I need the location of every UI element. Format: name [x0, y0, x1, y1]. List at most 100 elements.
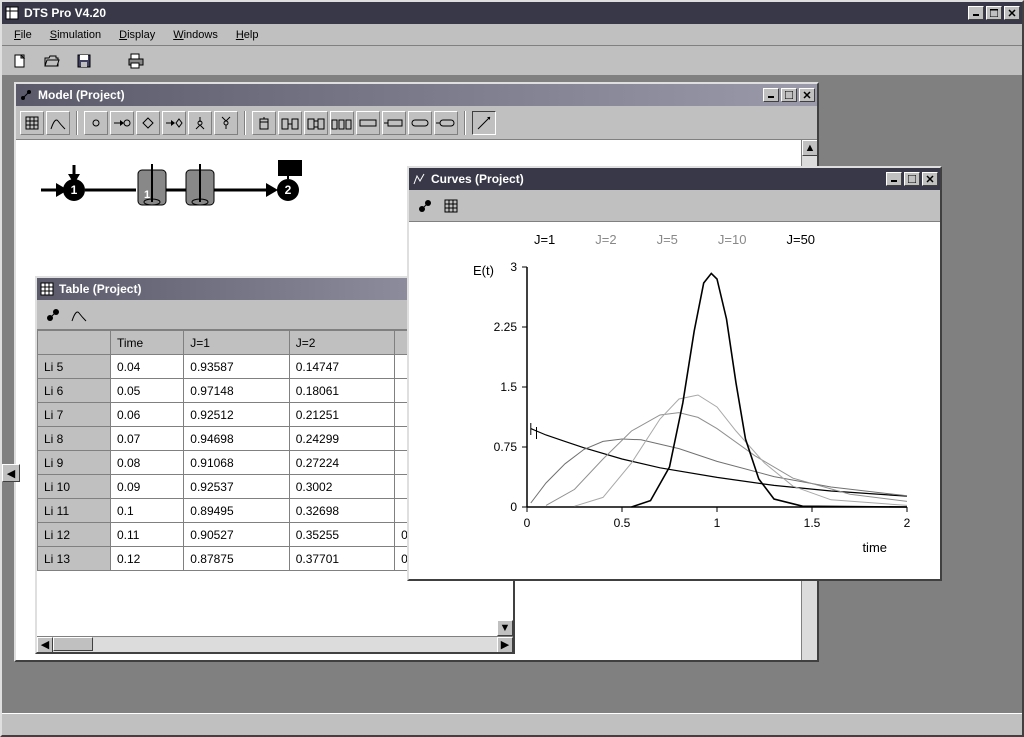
table-cell: 0.92537 — [184, 475, 289, 499]
mdi-workspace: Model (Project) — [2, 76, 1022, 713]
print-button[interactable] — [124, 49, 148, 73]
table-cell: 0.32698 — [289, 499, 394, 523]
minimize-button[interactable] — [968, 6, 984, 20]
table-cell: Li 11 — [38, 499, 111, 523]
table-curve-button[interactable] — [67, 303, 91, 327]
maximize-button[interactable] — [986, 6, 1002, 20]
scroll-up-button[interactable]: ▲ — [802, 140, 817, 156]
curves-model-button[interactable] — [413, 194, 437, 218]
table-cell: 0.90527 — [184, 523, 289, 547]
curves-table-button[interactable] — [439, 194, 463, 218]
curves-minimize-button[interactable] — [886, 172, 902, 186]
rect-arrow-button[interactable] — [382, 111, 406, 135]
svg-text:2.25: 2.25 — [494, 320, 518, 334]
chart-area: 00.751.52.25300.511.52E(t)time — [409, 253, 940, 579]
model-icon — [18, 87, 34, 103]
curves-maximize-button[interactable] — [904, 172, 920, 186]
hscroll-right-button[interactable]: ▶ — [497, 637, 513, 653]
node-circle-button[interactable] — [84, 111, 108, 135]
menu-file[interactable]: File — [6, 27, 40, 43]
table-cell: 0.24299 — [289, 427, 394, 451]
table-hscroll[interactable]: ◀ ▶ — [37, 636, 513, 652]
model-minimize-button[interactable] — [763, 88, 779, 102]
block-a-button[interactable] — [252, 111, 276, 135]
curves-legend: J=1 J=2 J=5 J=10 J=50 — [409, 222, 940, 253]
table-cell: 0.07 — [110, 427, 183, 451]
table-cell: 0.08 — [110, 451, 183, 475]
zoom-fit-button[interactable] — [472, 111, 496, 135]
hscroll-left-button[interactable]: ◀ — [37, 637, 53, 653]
svg-text:3: 3 — [510, 260, 517, 274]
table-cell: 0.1 — [110, 499, 183, 523]
model-close-button[interactable] — [799, 88, 815, 102]
table-cell: 0.97148 — [184, 379, 289, 403]
menu-display[interactable]: Display — [111, 27, 163, 43]
open-button[interactable] — [40, 49, 64, 73]
grid-tool-button[interactable] — [20, 111, 44, 135]
status-bar — [2, 713, 1022, 735]
rounded-button[interactable] — [408, 111, 432, 135]
curves-title: Curves (Project) — [431, 172, 886, 186]
table-cell: Li 5 — [38, 355, 111, 379]
model-maximize-button[interactable] — [781, 88, 797, 102]
merge-button[interactable] — [214, 111, 238, 135]
curve-tool-button[interactable] — [46, 111, 70, 135]
block-b-button[interactable] — [278, 111, 302, 135]
hscroll-thumb[interactable] — [53, 637, 93, 651]
table-cell: 0.89495 — [184, 499, 289, 523]
main-toolbar — [2, 46, 1022, 76]
node-arrow-circle-button[interactable] — [110, 111, 134, 135]
table-header[interactable]: J=1 — [184, 331, 289, 355]
svg-text:0.75: 0.75 — [494, 440, 518, 454]
app-icon — [4, 5, 20, 21]
table-cell: 0.93587 — [184, 355, 289, 379]
table-cell: 0.87875 — [184, 547, 289, 571]
table-cell: Li 6 — [38, 379, 111, 403]
menu-bar: File Simulation Display Windows Help — [2, 24, 1022, 46]
legend-item[interactable]: J=5 — [657, 232, 678, 247]
table-header[interactable]: Time — [110, 331, 183, 355]
menu-windows[interactable]: Windows — [165, 27, 226, 43]
table-vscroll-down[interactable]: ▼ — [497, 620, 513, 636]
table-cell: Li 12 — [38, 523, 111, 547]
svg-text:time: time — [862, 540, 887, 555]
curves-close-button[interactable] — [922, 172, 938, 186]
node-diamond-button[interactable] — [136, 111, 160, 135]
table-icon — [39, 281, 55, 297]
svg-text:2: 2 — [904, 516, 911, 530]
node-arrow-diamond-button[interactable] — [162, 111, 186, 135]
close-button[interactable] — [1004, 6, 1020, 20]
legend-item[interactable]: J=1 — [534, 232, 555, 247]
app-title-bar: DTS Pro V4.20 — [2, 2, 1022, 24]
svg-text:1: 1 — [71, 183, 78, 197]
legend-item[interactable]: J=2 — [595, 232, 616, 247]
workspace-scroll-left[interactable]: ◀ — [2, 464, 20, 482]
menu-help[interactable]: Help — [228, 27, 267, 43]
model-title-bar[interactable]: Model (Project) — [16, 84, 817, 106]
table-cell: 0.27224 — [289, 451, 394, 475]
svg-text:0.5: 0.5 — [614, 516, 631, 530]
table-model-button[interactable] — [41, 303, 65, 327]
app-window: DTS Pro V4.20 File Simulation Display Wi… — [0, 0, 1024, 737]
table-header[interactable]: J=2 — [289, 331, 394, 355]
curves-toolbar — [409, 190, 940, 222]
svg-text:0: 0 — [524, 516, 531, 530]
table-cell: Li 9 — [38, 451, 111, 475]
rounded-arrow-button[interactable] — [434, 111, 458, 135]
rect-button[interactable] — [356, 111, 380, 135]
block-c-button[interactable] — [304, 111, 328, 135]
model-toolbar — [16, 106, 817, 140]
menu-simulation[interactable]: Simulation — [42, 27, 109, 43]
legend-item[interactable]: J=10 — [718, 232, 747, 247]
table-cell: 0.35255 — [289, 523, 394, 547]
curves-title-bar[interactable]: Curves (Project) — [409, 168, 940, 190]
legend-item[interactable]: J=50 — [786, 232, 815, 247]
curves-window: Curves (Project) J=1 J=2 J=5 J=10 J=50 0 0.75… — [407, 166, 942, 581]
save-button[interactable] — [72, 49, 96, 73]
split-button[interactable] — [188, 111, 212, 135]
new-button[interactable] — [8, 49, 32, 73]
block-d-button[interactable] — [330, 111, 354, 135]
svg-text:0: 0 — [510, 500, 517, 514]
table-header[interactable] — [38, 331, 111, 355]
svg-text:E(t): E(t) — [473, 263, 494, 278]
